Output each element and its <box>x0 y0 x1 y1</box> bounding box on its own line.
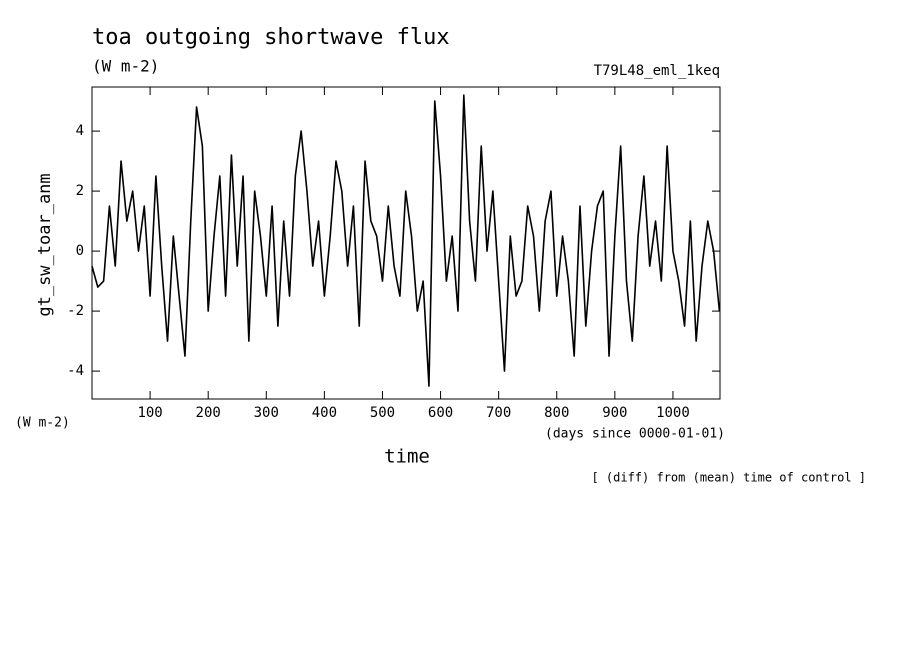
x-tick-label: 100 <box>137 405 162 421</box>
y-unit: (W m-2) <box>15 416 70 431</box>
x-tick-label: 700 <box>486 405 511 421</box>
y-tick-label: -2 <box>67 303 84 319</box>
x-unit: (days since 0000-01-01) <box>545 427 725 442</box>
x-axis-label: time <box>384 446 430 468</box>
run-label: T79L48_eml_1keq <box>594 63 720 79</box>
x-tick-label: 500 <box>370 405 395 421</box>
x-tick-label: 800 <box>544 405 569 421</box>
y-axis-label: gt_sw_toar_anm <box>35 173 55 316</box>
y-tick-label: 0 <box>76 243 84 259</box>
x-tick-label: 900 <box>602 405 627 421</box>
x-tick-label: 200 <box>196 405 221 421</box>
chart-subtitle: (W m-2) <box>92 57 159 76</box>
note: [ (diff) from (mean) time of control ] <box>591 471 866 485</box>
x-tick-label: 300 <box>254 405 279 421</box>
x-tick-label: 1000 <box>656 405 690 421</box>
y-tick-label: 2 <box>76 183 84 199</box>
plot-frame <box>91 86 721 400</box>
x-tick-label: 400 <box>312 405 337 421</box>
series-line <box>91 94 721 387</box>
chart-title: toa outgoing shortwave flux <box>92 25 450 50</box>
x-tick-label: 600 <box>428 405 453 421</box>
y-tick-label: -4 <box>67 363 84 379</box>
y-tick-label: 4 <box>76 123 84 139</box>
